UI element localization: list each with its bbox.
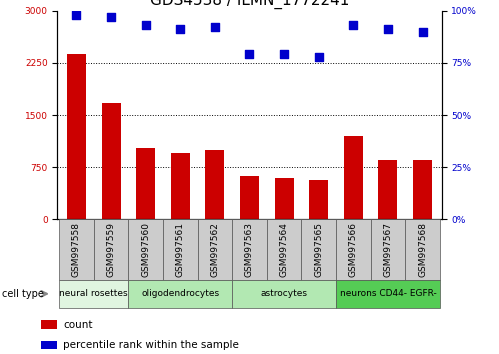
Text: percentile rank within the sample: percentile rank within the sample — [63, 340, 239, 350]
Point — [384, 27, 392, 32]
Bar — [206, 150, 225, 219]
Text: GSM997559: GSM997559 — [107, 222, 116, 277]
Bar — [378, 160, 398, 219]
Bar — [101, 103, 121, 219]
Text: oligodendrocytes: oligodendrocytes — [141, 289, 220, 298]
Point — [142, 22, 150, 28]
FancyBboxPatch shape — [371, 219, 405, 280]
Point — [176, 27, 184, 32]
FancyBboxPatch shape — [336, 280, 440, 308]
Text: GSM997558: GSM997558 — [72, 222, 81, 277]
Point — [349, 22, 357, 28]
FancyBboxPatch shape — [232, 219, 267, 280]
Text: GSM997566: GSM997566 — [349, 222, 358, 277]
FancyBboxPatch shape — [301, 219, 336, 280]
FancyBboxPatch shape — [59, 280, 128, 308]
Bar — [413, 160, 432, 219]
FancyBboxPatch shape — [232, 280, 336, 308]
FancyBboxPatch shape — [59, 219, 94, 280]
Bar — [67, 54, 86, 219]
Point — [107, 14, 115, 20]
FancyBboxPatch shape — [94, 219, 128, 280]
Text: astrocytes: astrocytes — [260, 289, 307, 298]
Bar — [136, 148, 155, 219]
Text: GSM997568: GSM997568 — [418, 222, 427, 277]
Bar — [240, 176, 259, 219]
FancyBboxPatch shape — [267, 219, 301, 280]
Point — [315, 54, 323, 59]
FancyBboxPatch shape — [405, 219, 440, 280]
Text: GSM997561: GSM997561 — [176, 222, 185, 277]
Point — [280, 52, 288, 57]
Point — [419, 29, 427, 34]
Bar — [171, 153, 190, 219]
Text: count: count — [63, 320, 93, 330]
Title: GDS4538 / ILMN_1772241: GDS4538 / ILMN_1772241 — [150, 0, 349, 9]
Point — [211, 24, 219, 30]
Text: neural rosettes: neural rosettes — [59, 289, 128, 298]
FancyBboxPatch shape — [336, 219, 371, 280]
Text: GSM997564: GSM997564 — [279, 222, 288, 277]
Text: GSM997560: GSM997560 — [141, 222, 150, 277]
Point — [72, 12, 80, 18]
Bar — [344, 136, 363, 219]
Text: GSM997565: GSM997565 — [314, 222, 323, 277]
Bar — [40, 320, 57, 329]
Bar — [274, 178, 293, 219]
FancyBboxPatch shape — [198, 219, 232, 280]
Point — [246, 52, 253, 57]
FancyBboxPatch shape — [128, 219, 163, 280]
Text: GSM997562: GSM997562 — [211, 222, 220, 277]
Text: GSM997567: GSM997567 — [383, 222, 392, 277]
Bar — [309, 181, 328, 219]
FancyBboxPatch shape — [163, 219, 198, 280]
Text: GSM997563: GSM997563 — [245, 222, 254, 277]
Text: neurons CD44- EGFR-: neurons CD44- EGFR- — [340, 289, 436, 298]
Bar — [40, 341, 57, 349]
Text: cell type: cell type — [2, 289, 44, 299]
FancyBboxPatch shape — [128, 280, 232, 308]
